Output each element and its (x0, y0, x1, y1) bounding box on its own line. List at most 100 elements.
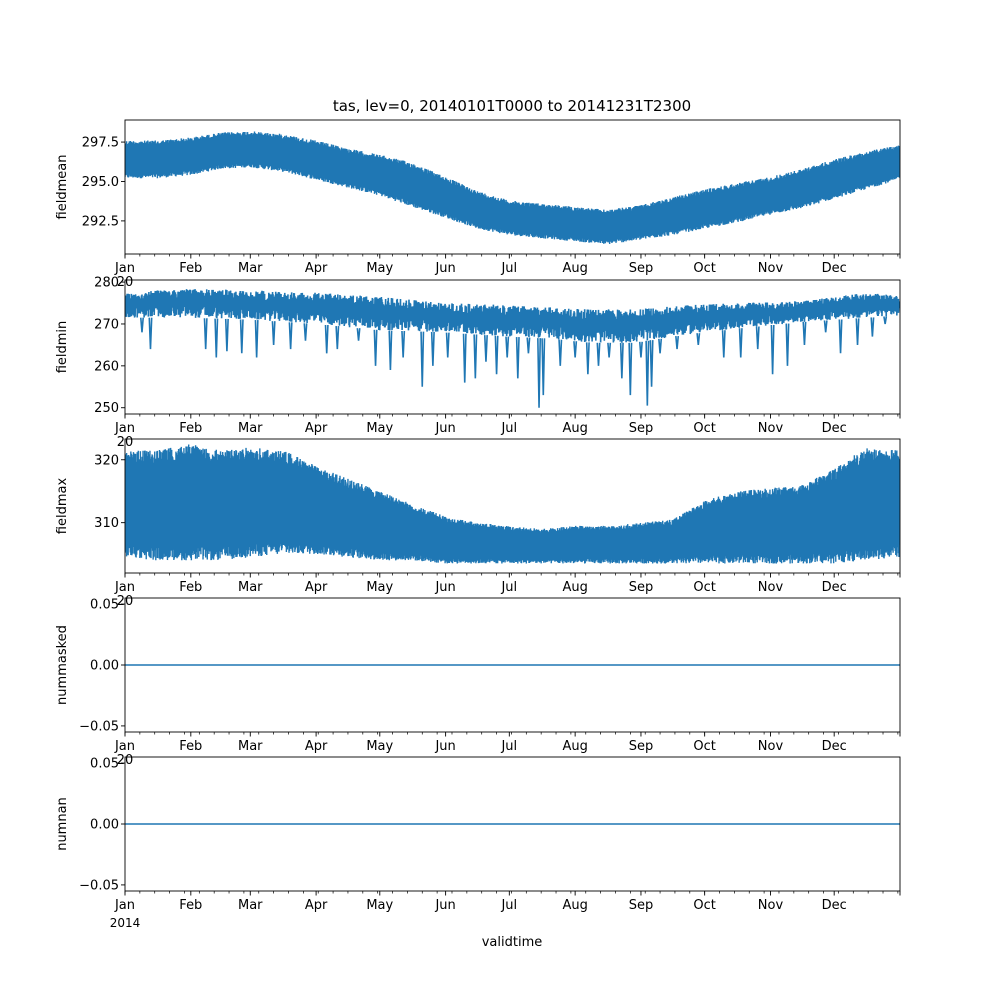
nummasked-xtick-label: Dec (822, 739, 847, 754)
fieldmin-xtick-label: Sep (629, 421, 654, 436)
fieldmin-dip-31 (596, 342, 601, 366)
fieldmean-ytick-label: 295.0 (82, 175, 119, 190)
numnan-xtick-label: Oct (693, 898, 715, 913)
fieldmin-dip-6 (254, 320, 259, 358)
fieldmin-dip-19 (462, 333, 467, 383)
nummasked-xtick-label: Mar (238, 739, 263, 754)
fieldmin-dip-28 (558, 339, 563, 366)
fieldmax-xtick-label: Feb (179, 580, 202, 595)
fieldmean-ytick-label: 297.5 (82, 136, 119, 151)
nummasked-xtick-label: Apr (305, 739, 328, 754)
numnan-xtick-label: Jan (114, 898, 135, 913)
subplot-fieldmin: 250 260 270 280 fieldmin Jan Feb Mar Apr May Jun Ju… (55, 276, 901, 450)
fieldmin-dip-14 (388, 330, 393, 371)
numnan-xtick-label: Jul (500, 898, 517, 913)
fieldmin-dip-37 (649, 340, 654, 387)
numnan-xtick-label: Feb (179, 898, 202, 913)
nummasked-xtick-label: Jan (114, 739, 135, 754)
fieldmax-xtick-label: Mar (238, 580, 263, 595)
numnan-xtick-label: May (366, 898, 393, 913)
fieldmin-dip-22 (494, 335, 499, 375)
fieldmean-ytick-label: 292.5 (82, 214, 119, 229)
numnan-xtick-label: Dec (822, 898, 847, 913)
numnan-xtick-label: Nov (758, 898, 784, 913)
fieldmin-dip-29 (573, 341, 578, 358)
fieldmin-dip-3 (214, 318, 219, 358)
fieldmean-line (125, 131, 900, 244)
x-axis-label: validtime (482, 935, 543, 950)
fieldmin-dip-42 (738, 328, 743, 358)
fieldmin-ytick-label: 270 (94, 317, 119, 332)
fieldmin-dip-17 (430, 331, 435, 366)
fieldmin-dip-44 (770, 325, 775, 375)
fieldmin-dip-23 (505, 336, 510, 358)
fieldmin-xtick-label: Oct (693, 421, 715, 436)
nummasked-ytick-label: 0.05 (90, 598, 119, 613)
nummasked-ytick-label: −0.05 (79, 719, 119, 734)
nummasked-xtick-label: Jul (500, 739, 517, 754)
fieldmin-dip-1 (148, 317, 153, 350)
fieldmin-dip-11 (335, 326, 340, 350)
fieldmin-dip-39 (675, 336, 680, 350)
fieldmin-xtick-label: Nov (758, 421, 784, 436)
fieldmin-dip-48 (838, 319, 843, 354)
fieldmax-xtick-label: Apr (305, 580, 328, 595)
nummasked-ylabel: nummasked (55, 625, 70, 705)
fieldmin-dip-51 (883, 316, 888, 325)
fieldmin-dip-15 (401, 330, 406, 358)
fieldmax-ytick-label: 320 (94, 453, 119, 468)
nummasked-xtick-label: Oct (693, 739, 715, 754)
fieldmin-xtick-label: Jun (434, 421, 455, 436)
fieldmean-ylabel: fieldmean (55, 155, 70, 220)
fieldmean-xtick-label: Sep (629, 261, 654, 276)
fieldmin-dip-43 (755, 326, 760, 350)
fieldmin-dip-36 (645, 340, 650, 406)
fieldmin-dip-26 (537, 338, 542, 408)
fieldmin-dip-4 (224, 318, 229, 352)
numnan-ytick-label: 0.05 (90, 757, 119, 772)
fieldmean-axes-frame (124, 119, 901, 255)
fieldmax-xtick-label: May (366, 580, 393, 595)
nummasked-xtick-label: Jun (434, 739, 455, 754)
fieldmin-dip-24 (515, 337, 520, 379)
fieldmin-dip-16 (420, 331, 425, 387)
fieldmin-dip-13 (373, 329, 378, 366)
fieldmean-xtick-label: Aug (562, 261, 587, 276)
fieldmax-ylabel: fieldmax (55, 478, 70, 535)
fieldmin-ytick-label: 260 (94, 359, 119, 374)
fieldmin-dip-41 (721, 330, 726, 358)
fieldmin-dip-27 (541, 338, 546, 396)
fieldmax-axes-frame (124, 438, 901, 574)
fieldmin-dip-47 (823, 320, 828, 333)
fieldmin-dip-34 (628, 342, 633, 396)
fieldmin-xtick-label: Dec (822, 421, 847, 436)
numnan-xtick-label: Aug (562, 898, 587, 913)
fieldmax-xtick-label: Nov (758, 580, 784, 595)
nummasked-xtick-label: Sep (629, 739, 654, 754)
fieldmax-ytick-label: 310 (94, 516, 119, 531)
fieldmax-xtick-label: Aug (562, 580, 587, 595)
fieldmin-dip-32 (607, 342, 612, 358)
fieldmin-dip-21 (483, 335, 488, 362)
nummasked-xtick-label: Aug (562, 739, 587, 754)
fieldmin-dip-46 (802, 321, 807, 345)
fieldmin-dip-18 (445, 332, 450, 358)
numnan-ylabel: numnan (55, 797, 70, 851)
fieldmean-xtick-label: Oct (693, 261, 715, 276)
fieldmin-dip-12 (356, 328, 361, 341)
fieldmean-xtick-label: Nov (758, 261, 784, 276)
numnan-ytick-label: 0.00 (90, 818, 119, 833)
fieldmin-xtick-label: Mar (238, 421, 263, 436)
fieldmax-xtick-label: Jul (500, 580, 517, 595)
fieldmean-xtick-label: Jul (500, 261, 517, 276)
chart-title: tas, lev=0, 20140101T0000 to 20141231T23… (333, 97, 691, 115)
fieldmean-xtick-label: Feb (179, 261, 202, 276)
fieldmin-dip-10 (324, 324, 329, 354)
fieldmin-dip-8 (288, 322, 293, 350)
fieldmin-dip-50 (870, 317, 875, 337)
fieldmean-xtick-label: Jun (434, 261, 455, 276)
fieldmin-dip-38 (658, 338, 663, 354)
subplot-stack: 292.5 295.0 297.5 fieldmean Jan Feb Mar Apr May J… (55, 119, 901, 913)
nummasked-xtick-label: Nov (758, 739, 784, 754)
fieldmin-dip-25 (526, 337, 531, 354)
